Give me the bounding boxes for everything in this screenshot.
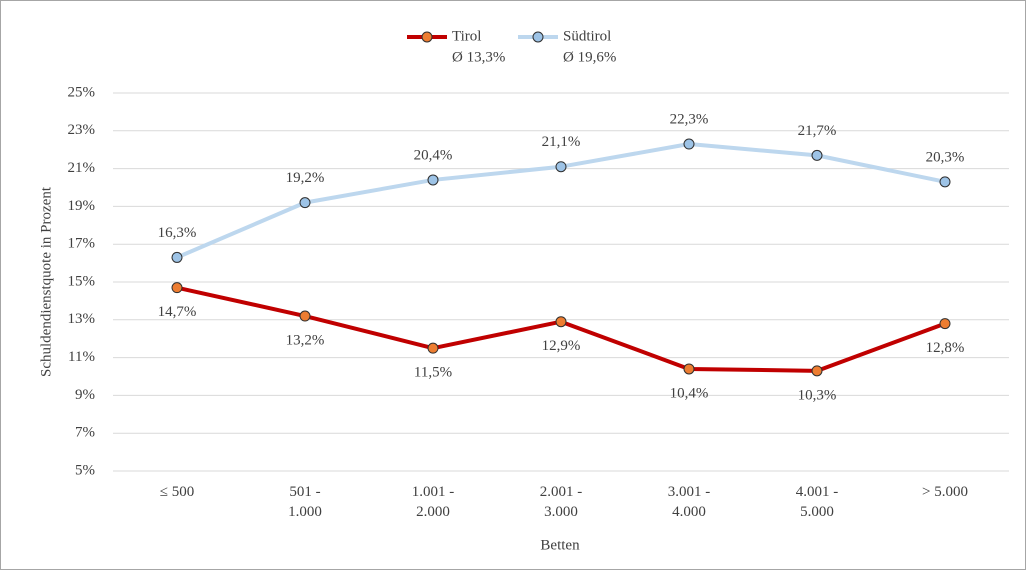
point-marker — [427, 342, 439, 354]
data-label: 21,7% — [798, 123, 837, 139]
x-tick-label-line: ≤ 500 — [160, 484, 194, 500]
x-tick-label-line: > 5.000 — [922, 484, 968, 500]
legend-label: Südtirol — [563, 28, 611, 44]
x-axis-title: Betten — [540, 537, 580, 553]
y-tick-label: 15% — [68, 273, 96, 289]
y-tick-label: 9% — [75, 387, 95, 403]
data-label: 11,5% — [414, 365, 452, 381]
point-marker — [299, 197, 311, 209]
data-label: 13,2% — [286, 332, 325, 348]
data-label: 19,2% — [286, 170, 325, 186]
y-tick-label: 19% — [68, 198, 96, 214]
data-label: 10,4% — [670, 385, 709, 401]
x-tick-label-line: 5.000 — [800, 504, 834, 520]
x-tick-label: > 5.000 — [922, 484, 968, 500]
x-tick-label-line: 1.001 - — [412, 484, 455, 500]
y-tick-label: 11% — [68, 349, 95, 365]
point-marker — [555, 316, 567, 328]
x-tick-label: 2.001 - 3.000 — [540, 484, 583, 520]
x-tick-label: 4.001 - 5.000 — [796, 484, 839, 520]
data-label: 21,1% — [542, 134, 581, 150]
x-tick-label-line: 2.001 - — [540, 484, 583, 500]
point-marker — [683, 363, 695, 375]
x-tick-label: 3.001 - 4.000 — [668, 484, 711, 520]
point-marker — [939, 176, 951, 188]
legend-label: Tirol — [452, 28, 481, 44]
y-tick-label: 21% — [68, 160, 96, 176]
legend-marker — [421, 31, 433, 43]
legend-marker — [532, 31, 544, 43]
legend-average: Ø 13,3% — [452, 49, 505, 65]
point-marker — [811, 149, 823, 161]
point-marker — [555, 161, 567, 173]
y-tick-label: 25% — [68, 84, 96, 100]
point-marker — [683, 138, 695, 150]
data-label: 14,7% — [158, 304, 197, 320]
x-tick-label: ≤ 500 — [160, 484, 194, 500]
y-tick-label: 17% — [68, 236, 96, 252]
y-tick-label: 5% — [75, 462, 95, 478]
point-marker — [427, 174, 439, 186]
x-tick-label-line: 501 - — [289, 484, 320, 500]
point-marker — [939, 318, 951, 330]
data-label: 12,8% — [926, 340, 965, 356]
y-tick-label: 23% — [68, 122, 96, 138]
point-marker — [171, 251, 183, 263]
x-tick-label-line: 4.000 — [672, 504, 706, 520]
x-tick-label-line: 3.000 — [544, 504, 578, 520]
data-label: 20,3% — [926, 149, 965, 165]
data-label: 22,3% — [670, 111, 709, 127]
x-tick-label-line: 1.000 — [288, 504, 322, 520]
point-marker — [811, 365, 823, 377]
y-tick-label: 13% — [68, 311, 96, 327]
x-tick-label: 501 - 1.000 — [288, 484, 322, 520]
x-tick-label-line: 2.000 — [416, 504, 450, 520]
data-label: 16,3% — [158, 225, 197, 241]
y-axis-title: Schuldendienstquote in Prozent — [38, 186, 54, 377]
data-label: 12,9% — [542, 338, 581, 354]
x-tick-label-line: 4.001 - — [796, 484, 839, 500]
x-tick-label-line: 3.001 - — [668, 484, 711, 500]
data-label: 10,3% — [798, 387, 837, 403]
point-marker — [171, 282, 183, 294]
legend-average: Ø 19,6% — [563, 49, 616, 65]
x-tick-label: 1.001 - 2.000 — [412, 484, 455, 520]
data-label: 20,4% — [414, 147, 453, 163]
y-tick-label: 7% — [75, 425, 95, 441]
point-marker — [299, 310, 311, 322]
